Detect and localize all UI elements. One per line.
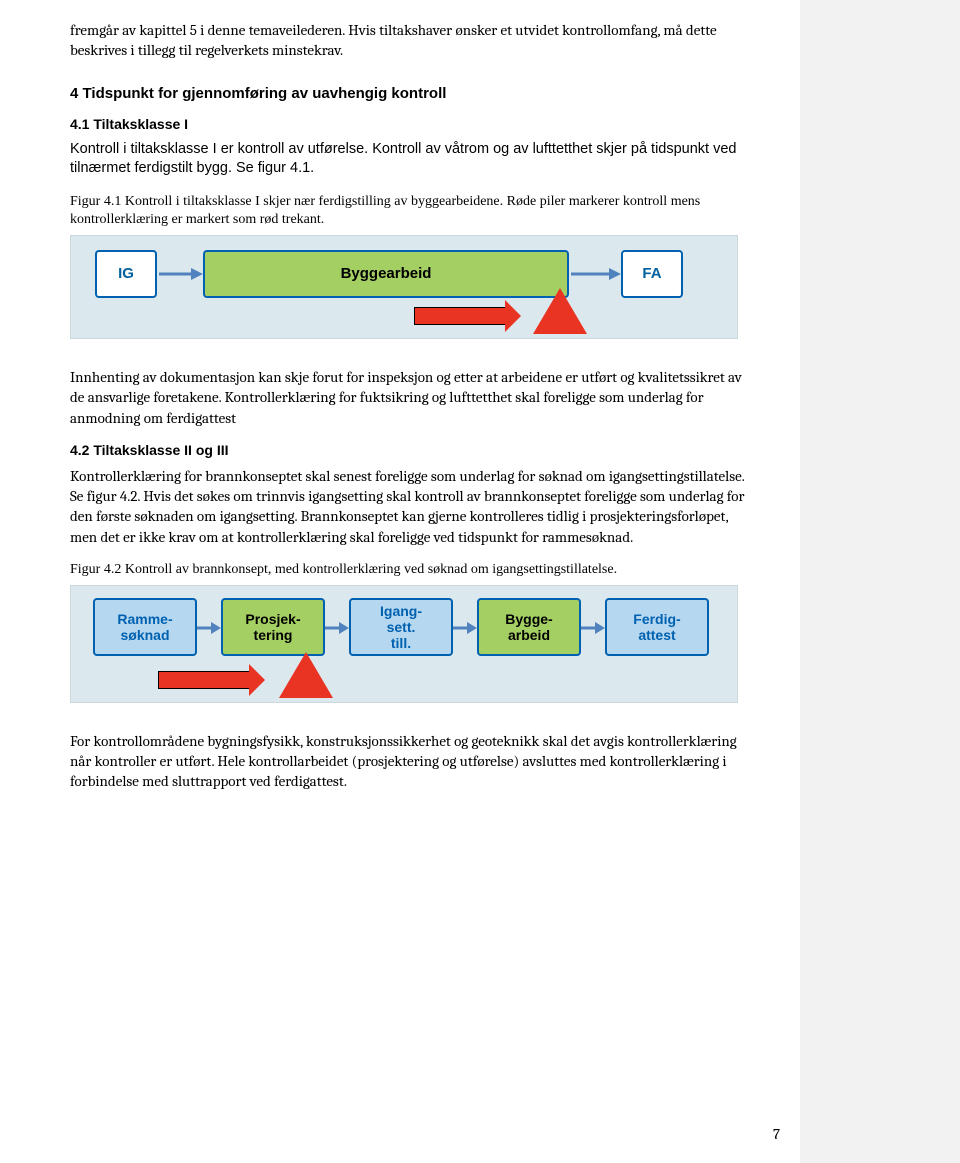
red-arrow-body-2 [159,672,249,688]
stage-ig: IG [95,250,157,298]
figure-4-1-diagram: IG Byggearbeid FA [70,235,738,339]
stage-byggearbeid: Byggearbeid [203,250,569,298]
figure-4-2-diagram: Ramme-søknad Prosjek-tering Igang-sett.t… [70,585,738,703]
stage-fa: FA [621,250,683,298]
paragraph-after-fig1: Innhenting av dokumentasjon kan skje for… [70,367,750,428]
page-number: 7 [773,1125,780,1143]
stage-ferdigattest: Ferdig-attest [605,598,709,656]
arrow-bygg-to-fa [569,264,621,284]
red-arrow-head [505,300,521,332]
heading-4: 4 Tidspunkt for gjennomføring av uavheng… [70,85,750,102]
red-triangle-2 [279,652,333,698]
arrow-2-3 [325,618,349,638]
figure-4-1-caption: Figur 4.1 Kontroll i tiltaksklasse I skj… [70,193,750,229]
arrow-4-5 [581,618,605,638]
paragraph-4-2: Kontrollerklæring for brannkonseptet ska… [70,466,750,547]
document-content: fremgår av kapittel 5 i denne temaveiled… [70,20,750,792]
paragraph-4-1: Kontroll i tiltaksklasse I er kontroll a… [70,140,750,179]
arrow-3-4 [453,618,477,638]
paragraph-after-fig2: For kontrollområdene bygningsfysikk, kon… [70,731,750,792]
stage-igangsett: Igang-sett.till. [349,598,453,656]
red-arrow-head-2 [249,664,265,696]
stage-rammesoknad: Ramme-søknad [93,598,197,656]
red-arrow-body [415,308,505,324]
heading-4-1: 4.1 Tiltaksklasse I [70,116,750,132]
arrow-ig-to-bygg [157,264,203,284]
arrow-1-2 [197,618,221,638]
stage-byggearbeid2: Bygge-arbeid [477,598,581,656]
heading-4-2: 4.2 Tiltaksklasse II og III [70,442,750,458]
intro-paragraph: fremgår av kapittel 5 i denne temaveiled… [70,20,750,61]
stage-prosjektering: Prosjek-tering [221,598,325,656]
right-margin-strip [800,0,960,1163]
figure-4-2-caption: Figur 4.2 Kontroll av brannkonsept, med … [70,561,750,579]
red-triangle [533,288,587,334]
